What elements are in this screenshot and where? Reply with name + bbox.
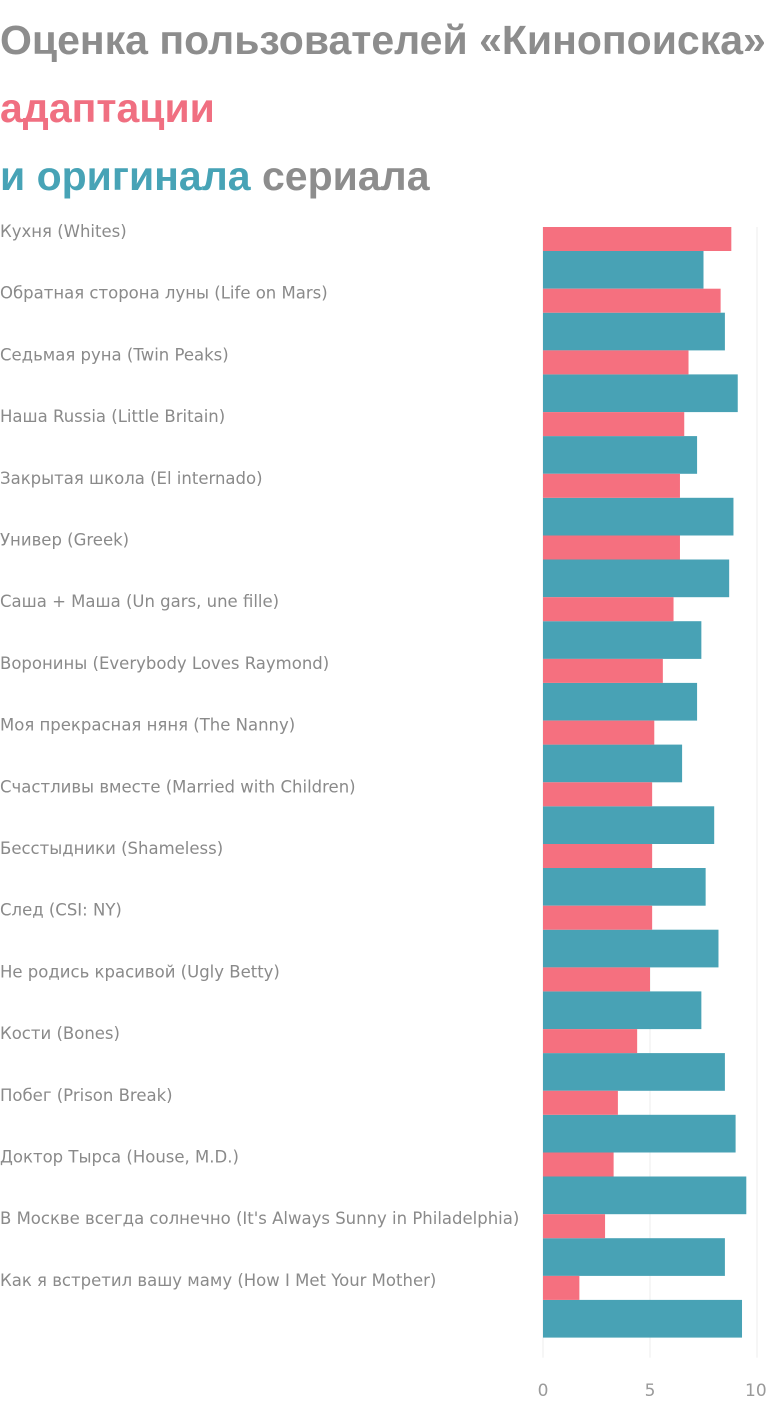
category-label-9: Счастливы вместе (Married with Children) (0, 777, 356, 796)
bar-original-17 (543, 1299, 743, 1338)
bar-adaptation-13 (543, 1029, 638, 1054)
bar-original-7 (543, 682, 698, 721)
x-axis-ticks: 0 5 10 (538, 1381, 767, 1401)
category-label-12: Не родись красивой (Ugly Betty) (0, 962, 280, 981)
category-label-0: Кухня (Whites) (0, 222, 127, 241)
category-label-8: Моя прекрасная няня (The Nanny) (0, 716, 295, 735)
bar-adaptation-7 (543, 658, 663, 683)
category-label-6: Саша + Маша (Un gars, une fille) (0, 592, 279, 611)
title-part-adaptation: адаптации (0, 85, 215, 131)
category-label-13: Кости (Bones) (0, 1024, 120, 1043)
bar-adaptation-3 (543, 412, 685, 437)
category-label-5: Универ (Greek) (0, 531, 129, 550)
bar-adaptation-0 (543, 227, 732, 251)
bar-original-3 (543, 436, 698, 474)
category-label-3: Наша Russia (Little Britain) (0, 407, 225, 426)
tick-label-0: 0 (538, 1381, 549, 1401)
bar-original-9 (543, 806, 715, 844)
bar-adaptation-9 (543, 782, 653, 807)
bar-adaptation-11 (543, 905, 653, 930)
bar-original-14 (543, 1114, 736, 1153)
chart-bars (543, 227, 747, 1338)
bar-original-12 (543, 991, 702, 1030)
category-label-16: В Москве всегда солнечно (It's Always Su… (0, 1209, 519, 1228)
tick-label-5: 5 (645, 1381, 656, 1401)
bar-original-16 (543, 1238, 725, 1276)
title-part-main: Оценка пользователей «Кинопоиска» (0, 17, 766, 63)
bar-original-2 (543, 374, 738, 413)
bar-adaptation-8 (543, 720, 655, 745)
bar-adaptation-12 (543, 967, 650, 992)
category-label-15: Доктор Тырса (House, M.D.) (0, 1148, 239, 1167)
category-label-11: След (CSI: NY) (0, 901, 122, 920)
title-part-original: и оригинала (0, 153, 251, 199)
tick-label-10: 10 (745, 1381, 767, 1401)
bar-original-4 (543, 497, 734, 536)
bar-adaptation-16 (543, 1214, 606, 1239)
category-label-4: Закрытая школа (El internado) (0, 469, 263, 488)
chart-title: Оценка пользователей «Кинопоиска» адапта… (0, 6, 768, 210)
bar-original-0 (543, 251, 704, 289)
category-label-1: Обратная сторона луны (Life on Mars) (0, 284, 328, 303)
bar-original-10 (543, 868, 706, 906)
bar-original-5 (543, 559, 730, 598)
bar-adaptation-10 (543, 844, 653, 868)
bar-adaptation-4 (543, 473, 680, 498)
category-label-10: Бесстыдники (Shameless) (0, 839, 223, 858)
bar-original-1 (543, 312, 725, 351)
bar-original-6 (543, 621, 702, 659)
category-label-2: Седьмая руна (Twin Peaks) (0, 345, 229, 364)
bar-original-11 (543, 929, 719, 968)
bar-adaptation-15 (543, 1152, 614, 1177)
title-part-series: сериала (262, 153, 430, 199)
category-label-7: Воронины (Everybody Loves Raymond) (0, 654, 329, 673)
bar-adaptation-17 (543, 1275, 580, 1300)
category-label-14: Побег (Prison Break) (0, 1086, 173, 1105)
bar-adaptation-14 (543, 1090, 618, 1115)
bar-adaptation-5 (543, 535, 680, 560)
bar-adaptation-2 (543, 350, 689, 375)
bar-original-8 (543, 744, 683, 783)
bar-original-13 (543, 1053, 725, 1091)
bar-adaptation-1 (543, 288, 721, 313)
category-labels: Кухня (Whites) Обратная сторона луны (Lif… (0, 222, 519, 1290)
category-label-17: Как я встретил вашу маму (How I Met Your… (0, 1271, 436, 1290)
bar-adaptation-6 (543, 597, 674, 622)
bar-original-15 (543, 1176, 747, 1215)
